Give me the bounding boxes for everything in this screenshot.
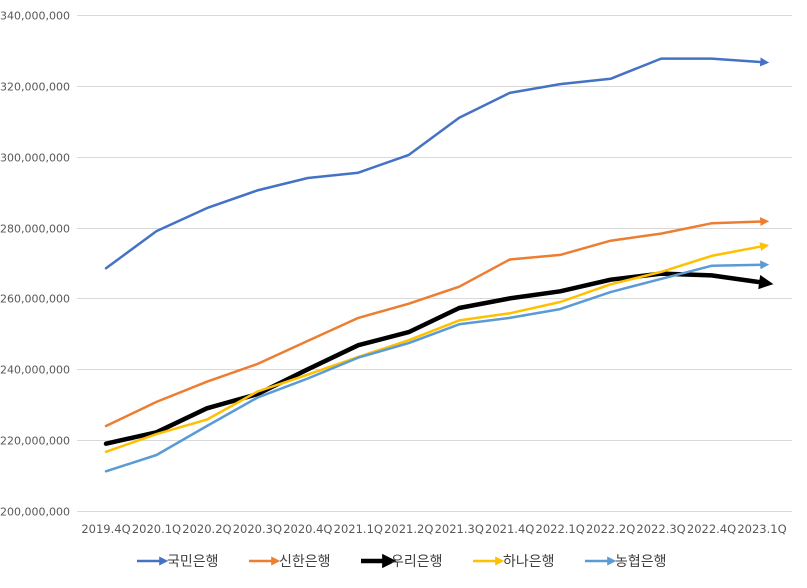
y-tick-label-1: 220,000,000 (0, 435, 70, 448)
series-line-2 (106, 274, 762, 444)
x-tick-label-4: 2020.4Q (283, 522, 332, 536)
x-tick-label-9: 2022.1Q (536, 522, 585, 536)
series-line-1 (106, 222, 762, 427)
y-tick-label-5: 300,000,000 (0, 152, 70, 165)
x-tick-label-13: 2023.1Q (737, 522, 786, 536)
y-tick-label-4: 280,000,000 (0, 223, 70, 236)
legend-label-4: 농협은행 (615, 554, 667, 570)
y-tick-label-3: 260,000,000 (0, 293, 70, 306)
legend-label-1: 신한은행 (279, 554, 331, 570)
y-tick-label-6: 320,000,000 (0, 81, 70, 94)
legend-label-2: 우리은행 (391, 554, 443, 570)
x-tick-label-6: 2021.2Q (384, 522, 433, 536)
x-tick-label-12: 2022.4Q (687, 522, 736, 536)
x-tick-label-5: 2021.1Q (334, 522, 383, 536)
y-tick-label-7: 340,000,000 (0, 10, 70, 23)
series-lines (106, 59, 762, 472)
x-tick-label-11: 2022.3Q (636, 522, 685, 536)
x-tick-label-1: 2020.1Q (132, 522, 181, 536)
legend-label-0: 국민은행 (167, 554, 219, 570)
series-line-0 (106, 59, 762, 269)
legend: 국민은행 신한은행 우리은행 하나은행 농협은행 (137, 554, 667, 570)
x-tick-label-3: 2020.3Q (233, 522, 282, 536)
legend-label-3: 하나은행 (503, 554, 555, 570)
x-tick-label-0: 2019.4Q (81, 522, 130, 536)
x-tick-label-7: 2021.3Q (435, 522, 484, 536)
y-tick-label-0: 200,000,000 (0, 506, 70, 519)
y-tick-label-2: 240,000,000 (0, 364, 70, 377)
x-tick-label-8: 2021.4Q (485, 522, 534, 536)
x-tick-label-2: 2020.2Q (182, 522, 231, 536)
y-axis-ticks: 200,000,000 220,000,000 240,000,000 260,000… (0, 10, 70, 519)
x-tick-label-10: 2022.2Q (586, 522, 635, 536)
